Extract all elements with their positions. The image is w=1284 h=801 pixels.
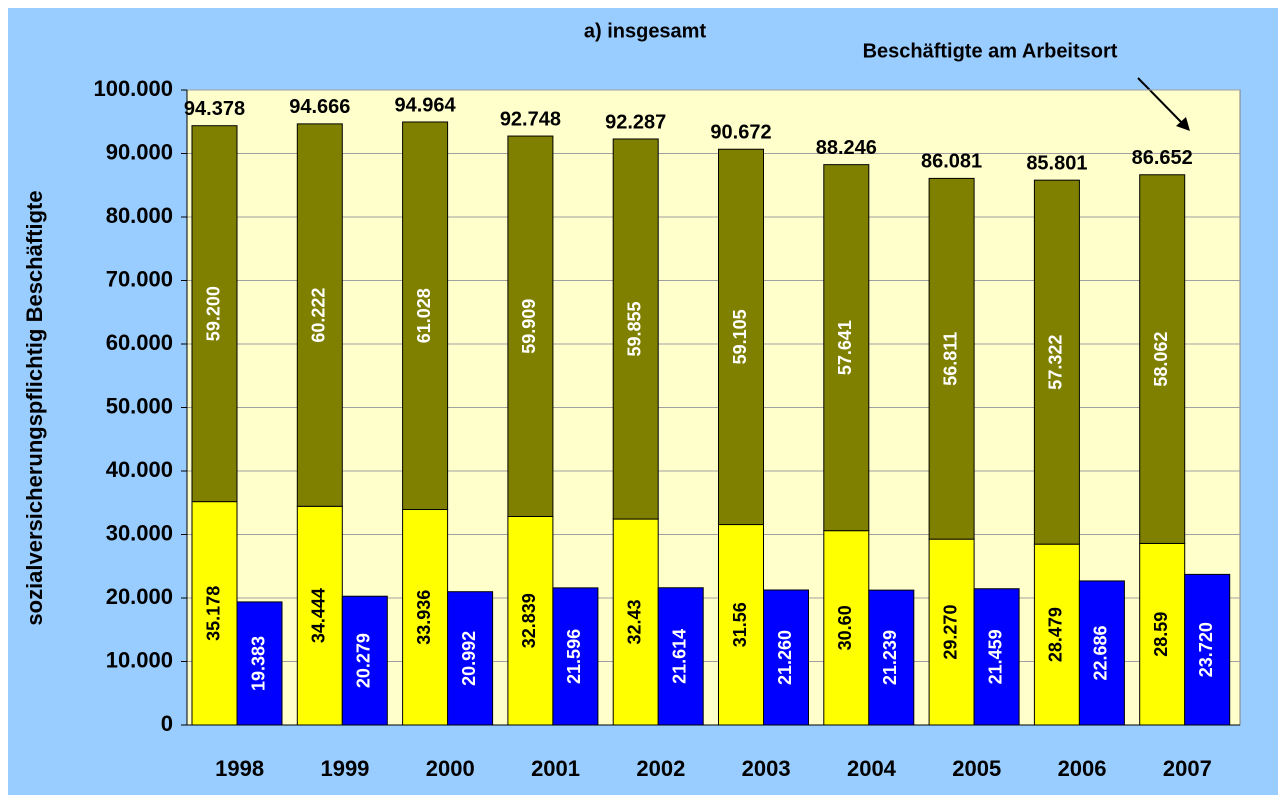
bar-value-label: 21.596 <box>564 629 584 684</box>
total-label: 94.964 <box>395 94 457 116</box>
total-label: 94.378 <box>184 98 245 120</box>
bar-value-label: 32.43 <box>624 600 644 645</box>
bar-value-label: 59.855 <box>624 301 644 356</box>
bar-segment <box>823 164 870 532</box>
bar-segment <box>657 587 704 726</box>
bar-segment <box>552 587 599 726</box>
total-label: 86.081 <box>921 151 982 173</box>
bar-value-label: 20.279 <box>354 633 374 688</box>
bar-value-label: 31.56 <box>730 602 750 647</box>
bar-value-label: 60.222 <box>309 288 329 343</box>
x-tick-label: 1999 <box>320 756 369 781</box>
bar-segment <box>612 138 659 520</box>
bar-value-label: 58.062 <box>1151 332 1171 387</box>
y-tick-label: 70.000 <box>106 266 173 291</box>
y-tick-label: 30.000 <box>106 520 173 545</box>
bar-value-label: 32.839 <box>519 593 539 648</box>
bar-segment <box>973 588 1020 726</box>
bar-value-label: 30.60 <box>835 605 855 650</box>
bar-segment <box>1139 174 1186 544</box>
bar-value-label: 21.459 <box>985 629 1005 684</box>
bar-segment <box>236 601 283 726</box>
bar-value-label: 21.614 <box>669 629 689 684</box>
bar-value-label: 35.178 <box>203 586 223 641</box>
chart-title: a) insgesamt <box>584 20 707 42</box>
bar-value-label: 34.444 <box>309 588 329 643</box>
x-tick-label: 2003 <box>742 756 791 781</box>
total-label: 86.652 <box>1132 147 1193 169</box>
bar-value-label: 23.720 <box>1196 622 1216 677</box>
annotation: Beschäftigte am Arbeitsort <box>863 40 1118 62</box>
bar-value-label: 59.909 <box>519 299 539 354</box>
bar-value-label: 21.239 <box>880 630 900 685</box>
y-tick-label: 90.000 <box>106 139 173 164</box>
annotation-arrow <box>1137 77 1184 125</box>
x-tick-label: 2004 <box>847 756 897 781</box>
bar-segment <box>507 135 554 517</box>
x-tick-label: 2006 <box>1058 756 1107 781</box>
x-tick-label: 2005 <box>952 756 1001 781</box>
bar-value-label: 56.811 <box>940 332 960 386</box>
bar-value-label: 59.105 <box>730 309 750 364</box>
y-tick-label: 60.000 <box>106 330 173 355</box>
bar-value-label: 21.260 <box>775 630 795 685</box>
total-label: 92.748 <box>500 108 561 130</box>
bar-segment <box>402 121 449 511</box>
bar-value-label: 22.686 <box>1091 625 1111 680</box>
bar-segment <box>928 177 975 540</box>
total-label: 90.672 <box>710 122 771 144</box>
x-tick-label: 2000 <box>426 756 475 781</box>
bar-segment <box>191 125 238 503</box>
x-tick-label: 1998 <box>215 756 264 781</box>
y-tick-label: 20.000 <box>106 584 173 609</box>
bar-segment <box>763 589 809 726</box>
bar-segment <box>868 589 915 726</box>
bar-value-label: 19.383 <box>248 636 268 691</box>
y-tick-label: 80.000 <box>106 203 173 228</box>
x-tick-label: 2001 <box>531 756 580 781</box>
bar-segment <box>447 591 494 726</box>
y-tick-label: 50.000 <box>106 393 173 418</box>
bar-segment <box>296 505 343 726</box>
bar-segment <box>1184 573 1231 726</box>
bar-value-label: 57.322 <box>1046 335 1066 390</box>
y-axis-label: sozialversicherungspflichtig Beschäftigt… <box>22 190 47 625</box>
bar-value-label: 28.479 <box>1046 607 1066 662</box>
bar-value-label: 20.992 <box>459 631 479 686</box>
bar-value-label: 57.641 <box>835 320 855 375</box>
y-tick-label: 0 <box>161 711 173 736</box>
bar-value-label: 33.936 <box>414 590 434 645</box>
y-tick-label: 100.000 <box>93 76 173 101</box>
bar-value-label: 61.028 <box>414 288 434 343</box>
bar-value-label: 59.200 <box>203 286 223 341</box>
bar-segment <box>1033 179 1080 545</box>
x-tick-label: 2002 <box>636 756 685 781</box>
bar-segment <box>823 530 870 726</box>
annotation-arrowhead <box>1176 117 1190 131</box>
total-label: 94.666 <box>289 96 350 118</box>
bar-segment <box>1078 580 1125 726</box>
bar-value-label: 29.270 <box>940 605 960 660</box>
x-tick-label: 2007 <box>1163 756 1212 781</box>
total-label: 92.287 <box>605 111 666 133</box>
bar-segment <box>718 148 764 526</box>
total-label: 88.246 <box>816 137 877 159</box>
total-label: 85.801 <box>1026 152 1087 174</box>
bar-segment <box>296 123 343 507</box>
bar-segment <box>1139 542 1186 726</box>
y-tick-label: 40.000 <box>106 457 173 482</box>
bar-value-label: 28.59 <box>1151 612 1171 657</box>
y-tick-label: 10.000 <box>106 647 173 672</box>
bar-segment <box>612 518 659 726</box>
